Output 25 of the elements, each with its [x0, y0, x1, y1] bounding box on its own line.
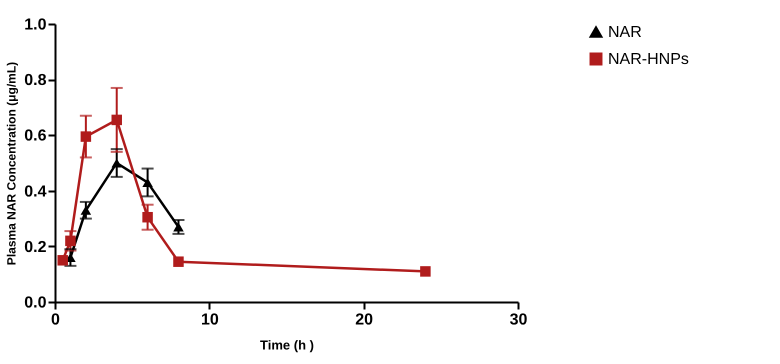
point: [65, 236, 76, 246]
x-tick-label: 30: [510, 312, 528, 328]
point: [57, 255, 68, 266]
x-tick-label: 20: [355, 312, 374, 328]
y-axis-title: Plasma NAR Concentration (μg/mL): [4, 62, 18, 266]
point: [111, 114, 122, 126]
point: [420, 266, 431, 277]
y-tick-label: 0.8: [24, 72, 47, 90]
point: [80, 131, 92, 142]
point: [80, 206, 92, 215]
legend-label: NAR-HNPs: [608, 51, 689, 68]
legend-label: NAR: [608, 24, 642, 41]
point: [142, 212, 153, 222]
x-tick-label: 0: [51, 312, 60, 328]
y-tick-label: 1.0: [24, 16, 47, 34]
point: [173, 256, 184, 267]
point: [111, 158, 122, 168]
y-tick-label: 0.2: [24, 238, 47, 256]
y-tick-label: 0.0: [24, 294, 47, 312]
x-axis-title: Time (h ): [260, 338, 314, 352]
y-tick-label: 0.4: [24, 183, 47, 200]
x-tick-label: 10: [200, 312, 219, 328]
point: [173, 222, 184, 232]
y-tick-label: 0.6: [24, 128, 47, 145]
point: [142, 178, 153, 187]
